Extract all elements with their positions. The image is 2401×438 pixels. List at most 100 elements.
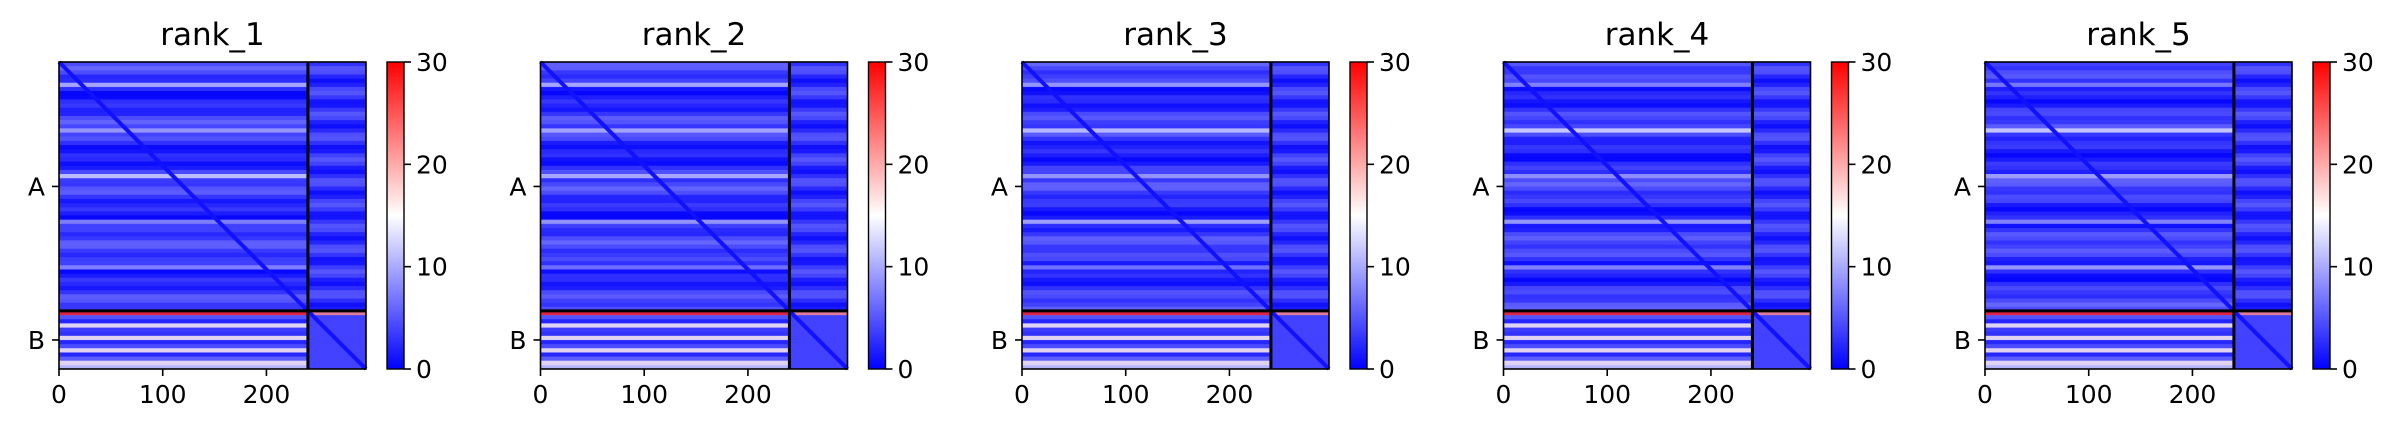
heatmap-band bbox=[1752, 203, 1811, 208]
heatmap-band bbox=[1985, 165, 2234, 171]
heatmap-band bbox=[1503, 319, 1753, 324]
heatmap-band bbox=[1270, 215, 1329, 221]
heatmap-band bbox=[1022, 95, 1271, 100]
diagonal-chain-b bbox=[1751, 309, 1812, 371]
heatmap-band bbox=[1022, 215, 1271, 221]
heatmap-band bbox=[1503, 261, 1753, 266]
heatmap-band bbox=[1985, 344, 2234, 349]
heatmap-band bbox=[1270, 153, 1329, 158]
heatmap-band bbox=[789, 236, 848, 241]
heatmap-band bbox=[1270, 107, 1329, 113]
heatmap-band bbox=[1985, 190, 2234, 196]
colorbar-tick-label: 0 bbox=[898, 355, 914, 384]
heatmap-band bbox=[789, 95, 848, 100]
heatmap-band bbox=[1985, 74, 2234, 80]
heatmap-band bbox=[1270, 149, 1329, 154]
heatmap-band bbox=[540, 74, 790, 80]
heatmap-band bbox=[2233, 256, 2292, 262]
colorbar-tick-label: 30 bbox=[898, 48, 930, 77]
heatmap-band bbox=[307, 211, 366, 216]
heatmap-band bbox=[1985, 149, 2234, 154]
heatmap-band bbox=[1985, 82, 2234, 88]
heatmap-band bbox=[2233, 203, 2292, 208]
heatmap-band bbox=[307, 198, 366, 204]
heatmap-band bbox=[1752, 190, 1811, 196]
colorbar bbox=[386, 61, 405, 370]
heatmap-band bbox=[2233, 62, 2292, 67]
heatmap-band bbox=[540, 248, 790, 254]
heatmap-band bbox=[307, 286, 366, 291]
heatmap-band bbox=[59, 111, 308, 117]
heatmap-band bbox=[1022, 227, 1271, 233]
x-tick-label: 200 bbox=[724, 380, 772, 409]
heatmap-band bbox=[59, 194, 308, 200]
heatmap-band bbox=[59, 244, 308, 250]
heatmap-band bbox=[307, 269, 366, 275]
heatmap-band bbox=[59, 99, 308, 104]
heatmap-band bbox=[307, 62, 366, 67]
heatmap-band bbox=[1503, 339, 1753, 345]
heatmap-band bbox=[789, 219, 848, 225]
heatmap-band bbox=[1752, 269, 1811, 275]
heatmap-band bbox=[1270, 136, 1329, 142]
heatmap-band bbox=[59, 207, 308, 212]
heatmap-band bbox=[2233, 78, 2292, 84]
heatmap-band bbox=[1270, 74, 1329, 80]
heatmap-band bbox=[1022, 124, 1271, 129]
heatmap-band bbox=[1022, 161, 1271, 167]
heatmap-band bbox=[1503, 256, 1753, 262]
heatmap-band bbox=[1022, 74, 1271, 80]
heatmap-band bbox=[1985, 227, 2234, 233]
heatmap-band bbox=[307, 310, 366, 316]
heatmap-band bbox=[1022, 273, 1271, 279]
heatmap-band bbox=[1985, 136, 2234, 142]
heatmap-band bbox=[1503, 281, 1753, 287]
heatmap-band bbox=[1985, 144, 2234, 150]
heatmap-band bbox=[59, 248, 308, 254]
heatmap-band bbox=[2233, 364, 2292, 370]
heatmap-band bbox=[2233, 161, 2292, 167]
heatmap-band bbox=[540, 149, 790, 154]
heatmap-band bbox=[1503, 269, 1753, 275]
heatmap-band bbox=[1022, 319, 1271, 324]
colorbar-tick-label: 0 bbox=[1379, 355, 1395, 384]
heatmap-band bbox=[2233, 198, 2292, 204]
heatmap-band bbox=[1503, 360, 1753, 366]
heatmap-band bbox=[1270, 356, 1329, 362]
diagonal-chain-a bbox=[1502, 60, 1754, 313]
heatmap-band bbox=[59, 232, 308, 237]
heatmap-band bbox=[789, 111, 848, 117]
heatmap-band bbox=[1270, 286, 1329, 291]
y-tick-label: B bbox=[28, 326, 45, 355]
heatmap-band bbox=[1503, 128, 1753, 134]
heatmap-band bbox=[59, 273, 308, 279]
heatmap-band bbox=[2233, 248, 2292, 254]
diagonal-chain-b bbox=[2232, 309, 2294, 371]
heatmap-band bbox=[2233, 128, 2292, 134]
heatmap-band bbox=[307, 261, 366, 266]
x-tick-label: 200 bbox=[2169, 380, 2217, 409]
heatmap-band bbox=[1022, 82, 1271, 88]
heatmap-band bbox=[2233, 174, 2292, 179]
heatmap-band bbox=[307, 86, 366, 92]
heatmap-band bbox=[1022, 132, 1271, 138]
heatmap-band bbox=[1503, 66, 1753, 71]
heatmap-band bbox=[1985, 169, 2234, 175]
heatmap-band bbox=[1022, 315, 1271, 320]
heatmap-band bbox=[1270, 203, 1329, 208]
heatmap-band bbox=[1503, 294, 1753, 299]
heatmap-band bbox=[59, 165, 308, 171]
heatmap-band bbox=[1022, 223, 1271, 229]
heatmap-band bbox=[59, 215, 308, 221]
heatmap-band bbox=[789, 306, 848, 312]
colorbar-tick-label: 0 bbox=[1861, 355, 1877, 384]
heatmap-band bbox=[1270, 236, 1329, 241]
heatmap-band bbox=[1503, 219, 1753, 225]
heatmap-band bbox=[1985, 236, 2234, 241]
heatmap-band bbox=[1752, 211, 1811, 216]
heatmap-band bbox=[1022, 111, 1271, 117]
axes-frame bbox=[1502, 61, 1812, 370]
heatmap-band bbox=[307, 240, 366, 246]
heatmap-band bbox=[789, 364, 848, 370]
